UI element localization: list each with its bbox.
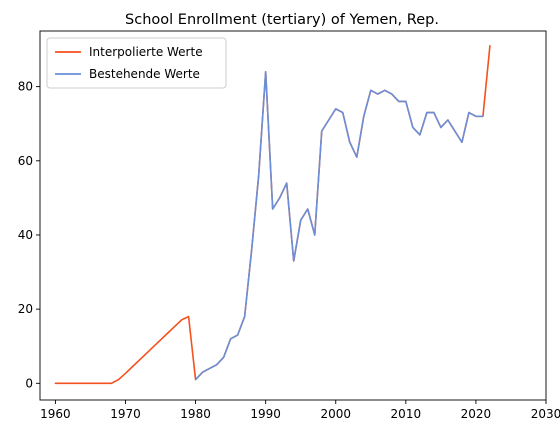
y-tick-label: 0: [25, 376, 33, 390]
y-tick-label: 20: [18, 302, 33, 316]
x-tick-label: 1960: [40, 407, 71, 421]
x-tick-label: 2010: [391, 407, 422, 421]
legend-label-1: Interpolierte Werte: [89, 45, 203, 59]
legend: Interpolierte Werte Bestehende Werte: [46, 37, 227, 89]
plot-frame: [39, 30, 547, 401]
y-tick-label: 40: [18, 228, 33, 242]
series-line-1: [54, 45, 491, 385]
x-tick-label: 1970: [110, 407, 141, 421]
x-tick-label: 1990: [250, 407, 281, 421]
x-tick-label: 2000: [320, 407, 351, 421]
plot-area: [39, 30, 547, 401]
y-tick-label: 60: [18, 154, 33, 168]
y-tick-label: 80: [18, 80, 33, 94]
x-axis: 1960 1970 1980 1990 2000 2010 2020 2030: [40, 400, 560, 421]
legend-box: [46, 37, 227, 89]
chart-title: School Enrollment (tertiary) of Yemen, R…: [125, 12, 439, 28]
series-line-2: [194, 70, 484, 381]
x-tick-label: 2030: [531, 407, 560, 421]
x-tick-label: 2020: [461, 407, 492, 421]
y-axis: 0 20 40 60 80: [18, 80, 40, 390]
x-tick-label: 1980: [180, 407, 211, 421]
legend-label-2: Bestehende Werte: [89, 67, 200, 81]
